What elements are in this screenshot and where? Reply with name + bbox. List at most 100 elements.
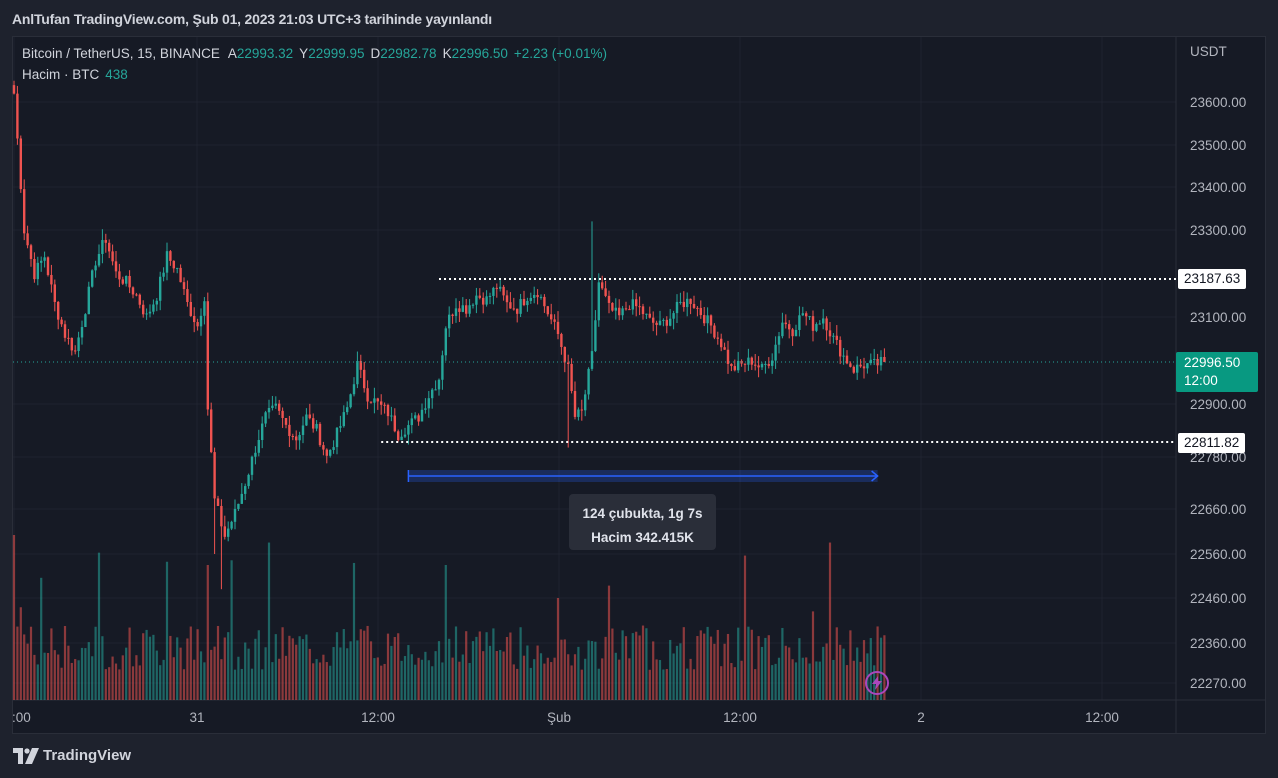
candle-body: [652, 317, 655, 323]
candle-body: [230, 521, 233, 529]
volume-bar: [862, 640, 866, 700]
volume-bar: [675, 645, 679, 700]
volume-bar: [587, 640, 590, 700]
candle-body: [145, 313, 148, 315]
volume-bar: [635, 631, 638, 700]
candle-body: [580, 409, 583, 411]
volume-bar: [312, 663, 315, 700]
candle-body: [672, 313, 675, 319]
candle-body: [250, 456, 254, 475]
candle-body: [604, 288, 607, 296]
candle-body: [53, 284, 56, 302]
volume-bar: [839, 644, 842, 700]
volume-bar: [539, 653, 543, 700]
candle-body: [94, 265, 97, 271]
candle-body: [624, 308, 628, 310]
volume-bar: [339, 647, 342, 700]
measure-volume: Hacim 342.415K: [591, 530, 694, 545]
volume-bar: [257, 630, 260, 700]
volume-bar: [111, 656, 114, 700]
candle-body: [781, 322, 784, 337]
candle-body: [811, 316, 815, 331]
candle-body: [723, 347, 726, 350]
volume-bar: [451, 657, 454, 700]
support-price-tag: 22811.82: [1178, 433, 1246, 453]
price-tick-label: 23400.00: [1190, 180, 1246, 195]
volume-bar: [794, 662, 798, 700]
volume-bar: [669, 639, 672, 700]
candle-body: [832, 335, 835, 337]
volume-bar: [196, 629, 199, 700]
volume-bar: [777, 657, 781, 700]
candle-body: [159, 276, 162, 301]
chart-frame[interactable]: [12, 36, 1266, 734]
volume-bar: [720, 666, 723, 700]
volume-bar: [811, 611, 815, 700]
candle-body: [142, 304, 145, 315]
volume-bar: [80, 647, 84, 700]
volume-bar: [417, 657, 420, 700]
candle-body: [862, 366, 866, 369]
volume-bar: [550, 662, 553, 700]
price-tick-label: 22560.00: [1190, 547, 1246, 562]
candle-body: [794, 329, 798, 337]
volume-bar: [60, 667, 63, 700]
volume-bar: [407, 645, 410, 700]
candle-body: [121, 279, 124, 284]
candle-body: [254, 452, 257, 457]
candle-body: [505, 295, 509, 303]
candle-body: [492, 287, 495, 296]
low-key: D: [370, 46, 381, 61]
price-axis: USDT 23600.00 23500.00 23400.00 23300.00 2310…: [1190, 44, 1246, 691]
publication-title: AnlTufan TradingView.com, Şub 01, 2023 2…: [12, 11, 492, 27]
volume-bar: [516, 668, 519, 700]
volume-bar: [757, 636, 760, 700]
volume-label[interactable]: Hacim · BTC: [22, 67, 100, 82]
volume-bar: [176, 637, 179, 700]
volume-bar: [584, 658, 587, 700]
candle-body: [845, 355, 849, 364]
resistance-price-tag: 23187.63: [1178, 269, 1247, 289]
volume-bar: [165, 561, 169, 700]
candle-body: [77, 337, 80, 351]
candle-body: [448, 314, 451, 329]
volume-bar: [788, 647, 791, 700]
volume-bar: [512, 664, 515, 700]
volume-bar: [369, 641, 373, 700]
volume-bar: [849, 630, 852, 700]
volume-bar: [767, 635, 770, 700]
candle-body: [873, 358, 876, 360]
volume-bar: [563, 639, 566, 700]
candle-body: [349, 394, 352, 408]
price-tick-label: 23300.00: [1190, 223, 1246, 238]
candle-body: [441, 355, 444, 380]
symbol-label[interactable]: Bitcoin / TetherUS, 15, BINANCE: [22, 46, 220, 61]
lightning-button[interactable]: [865, 671, 889, 695]
volume-bar: [441, 662, 444, 700]
candle-body: [420, 409, 424, 422]
candle-body: [346, 407, 349, 413]
candle-body: [883, 356, 886, 362]
volume-bar: [278, 658, 281, 700]
candle-body: [400, 436, 403, 441]
volume-bar: [781, 627, 784, 700]
volume-bar: [414, 664, 417, 700]
candle-body: [427, 398, 430, 409]
volume-bar: [305, 634, 308, 700]
candle-body: [417, 415, 420, 422]
volume-bar: [349, 641, 352, 700]
candle-body: [366, 388, 369, 402]
volume-bar: [822, 646, 825, 700]
candle-body: [46, 257, 50, 275]
volume-bar: [458, 661, 461, 700]
candle-body: [40, 260, 43, 263]
volume-bar: [434, 651, 437, 700]
volume-bar: [740, 660, 743, 700]
candle-body: [315, 423, 318, 429]
measure-tooltip: 124 çubukta, 1g 7s Hacim 342.415K: [569, 494, 716, 550]
volume-bar: [29, 626, 33, 700]
volume-bar: [125, 647, 128, 700]
volume-bar: [26, 643, 29, 700]
tradingview-logo[interactable]: TradingView: [13, 747, 131, 764]
